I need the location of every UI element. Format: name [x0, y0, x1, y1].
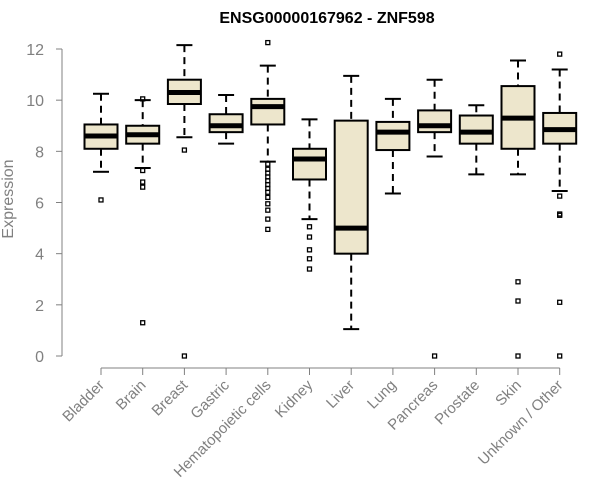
outlier-point: [140, 167, 146, 174]
iqr-box: [417, 109, 453, 134]
box-prostate: [458, 104, 494, 176]
outlier-point: [265, 161, 271, 167]
axes: 0 2 4 6 8 10 12: [26, 42, 560, 369]
outlier-point: [306, 266, 313, 272]
outlier-point: [140, 320, 146, 326]
x-tick-label: Lung: [364, 377, 400, 413]
outlier-point: [265, 194, 271, 201]
box-skin: [500, 59, 536, 359]
box-breast: [166, 44, 202, 359]
iqr-box: [292, 147, 327, 181]
outlier-point: [181, 353, 188, 359]
outlier-point: [557, 212, 563, 218]
box-hematopoietic-cells: [250, 39, 286, 233]
outlier-point: [140, 184, 146, 190]
outlier-point: [557, 193, 563, 199]
y-tick-label: 8: [35, 144, 44, 161]
x-tick-label: Breast: [149, 376, 192, 419]
outlier-point: [431, 353, 438, 359]
outlier-point: [140, 179, 146, 185]
boxes-group: [83, 39, 578, 359]
outlier-point: [515, 353, 521, 359]
outlier-point: [265, 189, 271, 195]
iqr-box: [375, 120, 411, 152]
y-tick-label: 0: [35, 349, 44, 366]
iqr-box: [208, 113, 244, 134]
outlier-point: [265, 201, 271, 207]
y-axis-label: Expression: [0, 159, 17, 238]
x-tick-label: Bladder: [59, 377, 108, 426]
outlier-point: [265, 226, 271, 233]
chart-title: ENSG00000167962 - ZNF598: [219, 10, 434, 27]
box-brain: [125, 96, 161, 326]
box-bladder: [83, 92, 119, 203]
outlier-point: [265, 207, 271, 213]
iqr-box: [333, 119, 369, 255]
outlier-point: [265, 39, 271, 46]
outlier-point: [98, 197, 104, 203]
x-tick-label: Skin: [492, 377, 525, 410]
outlier-point: [557, 353, 563, 359]
y-tick-label: 10: [26, 93, 44, 110]
y-tick-label: 6: [35, 196, 44, 213]
x-tick-label: Kidney: [272, 376, 317, 421]
outlier-point: [515, 298, 521, 304]
box-gastric: [208, 94, 244, 145]
outlier-point: [306, 234, 313, 240]
y-tick-label: 2: [35, 298, 44, 315]
box-kidney: [292, 118, 327, 272]
outlier-point: [140, 96, 146, 102]
x-tick-label: Brain: [113, 377, 150, 414]
box-lung: [375, 97, 411, 195]
box-pancreas: [417, 78, 453, 359]
box-unknown-other: [542, 51, 578, 359]
outlier-point: [306, 256, 313, 262]
outlier-point: [306, 224, 313, 230]
iqr-box: [458, 114, 494, 145]
y-tick-label: 12: [26, 42, 44, 59]
outlier-point: [557, 299, 563, 305]
box-liver: [333, 74, 369, 331]
x-tick-label: Liver: [323, 377, 358, 412]
outlier-point: [515, 279, 521, 285]
iqr-box: [250, 97, 286, 126]
x-tick-label: Prostate: [432, 377, 484, 429]
outlier-point: [265, 216, 271, 222]
outlier-point: [181, 147, 188, 153]
outlier-point: [306, 247, 313, 253]
outlier-point: [557, 51, 563, 57]
y-tick-label: 4: [35, 247, 44, 264]
